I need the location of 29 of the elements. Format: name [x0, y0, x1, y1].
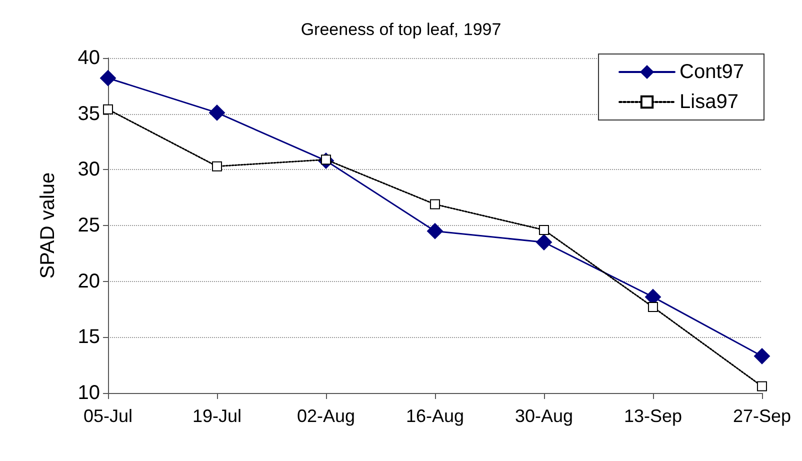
- point: [536, 234, 552, 250]
- x-tick-label: 16-Aug: [406, 406, 464, 426]
- point: [212, 161, 222, 172]
- y-axis-title: SPAD value: [37, 172, 59, 279]
- point: [208, 104, 225, 121]
- y-tick-label: 10: [78, 382, 100, 404]
- point: [103, 104, 113, 114]
- legend-label: Lisa97: [680, 91, 738, 113]
- point: [430, 199, 440, 210]
- point: [754, 348, 770, 364]
- point: [756, 381, 767, 392]
- point: [426, 223, 443, 240]
- y-tick-label: 20: [78, 270, 100, 292]
- y-tick-label: 40: [78, 47, 100, 69]
- x-tick-label: 19-Jul: [192, 406, 242, 426]
- x-tick-label: 05-Jul: [83, 406, 133, 426]
- x-tick-label: 13-Sep: [624, 406, 682, 426]
- y-tick-label: 25: [78, 214, 100, 236]
- legend-label: Cont97: [680, 61, 744, 83]
- y-tick-label: 35: [78, 102, 100, 125]
- x-tick-label: 30-Aug: [514, 406, 574, 426]
- point: [648, 302, 658, 312]
- y-tick-label: 30: [78, 158, 100, 181]
- point: [538, 224, 549, 235]
- x-tick-label: 02-Aug: [296, 406, 356, 426]
- point: [100, 70, 116, 86]
- chart-title: Greeness of top leaf, 1997: [300, 20, 502, 39]
- y-tick-label: 15: [78, 326, 100, 348]
- x-tick-label: 27-Sep: [732, 406, 791, 426]
